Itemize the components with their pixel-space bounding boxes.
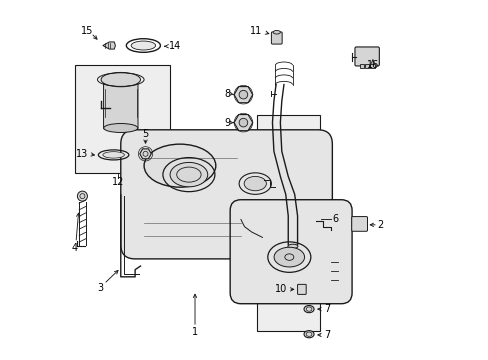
Text: 14: 14	[168, 41, 181, 51]
Ellipse shape	[304, 306, 313, 313]
FancyBboxPatch shape	[230, 200, 351, 304]
Text: 7: 7	[324, 304, 330, 314]
FancyBboxPatch shape	[351, 217, 367, 231]
Circle shape	[239, 90, 247, 99]
FancyBboxPatch shape	[354, 47, 379, 66]
Text: 16: 16	[366, 60, 378, 70]
Bar	[369, 64, 374, 68]
Ellipse shape	[144, 144, 215, 187]
Bar	[359, 64, 363, 68]
FancyBboxPatch shape	[297, 284, 305, 294]
Text: 12: 12	[112, 177, 124, 187]
Text: 3: 3	[97, 283, 103, 293]
Bar	[257, 116, 319, 330]
Text: 9: 9	[224, 118, 230, 128]
Text: 5: 5	[142, 129, 148, 139]
Ellipse shape	[131, 41, 155, 50]
Ellipse shape	[304, 330, 313, 338]
Bar	[75, 65, 170, 173]
Ellipse shape	[274, 247, 304, 267]
Ellipse shape	[273, 31, 280, 34]
Bar	[364, 64, 368, 68]
Polygon shape	[102, 42, 115, 49]
Text: 8: 8	[224, 89, 230, 99]
Ellipse shape	[170, 162, 207, 187]
Ellipse shape	[102, 152, 124, 158]
Text: 6: 6	[332, 215, 338, 224]
FancyBboxPatch shape	[121, 130, 332, 259]
Circle shape	[77, 191, 87, 201]
Circle shape	[239, 118, 247, 127]
Ellipse shape	[103, 123, 138, 132]
FancyBboxPatch shape	[271, 32, 282, 44]
FancyBboxPatch shape	[103, 78, 138, 129]
Text: 15: 15	[81, 26, 93, 36]
Text: 11: 11	[249, 26, 261, 36]
Ellipse shape	[101, 72, 140, 87]
Text: 7: 7	[324, 330, 330, 340]
Ellipse shape	[244, 176, 266, 191]
Text: 4: 4	[71, 243, 77, 253]
Text: 10: 10	[275, 284, 287, 294]
Text: 1: 1	[192, 327, 198, 337]
Text: 13: 13	[76, 149, 88, 159]
Ellipse shape	[287, 244, 297, 248]
Text: 2: 2	[376, 220, 383, 230]
